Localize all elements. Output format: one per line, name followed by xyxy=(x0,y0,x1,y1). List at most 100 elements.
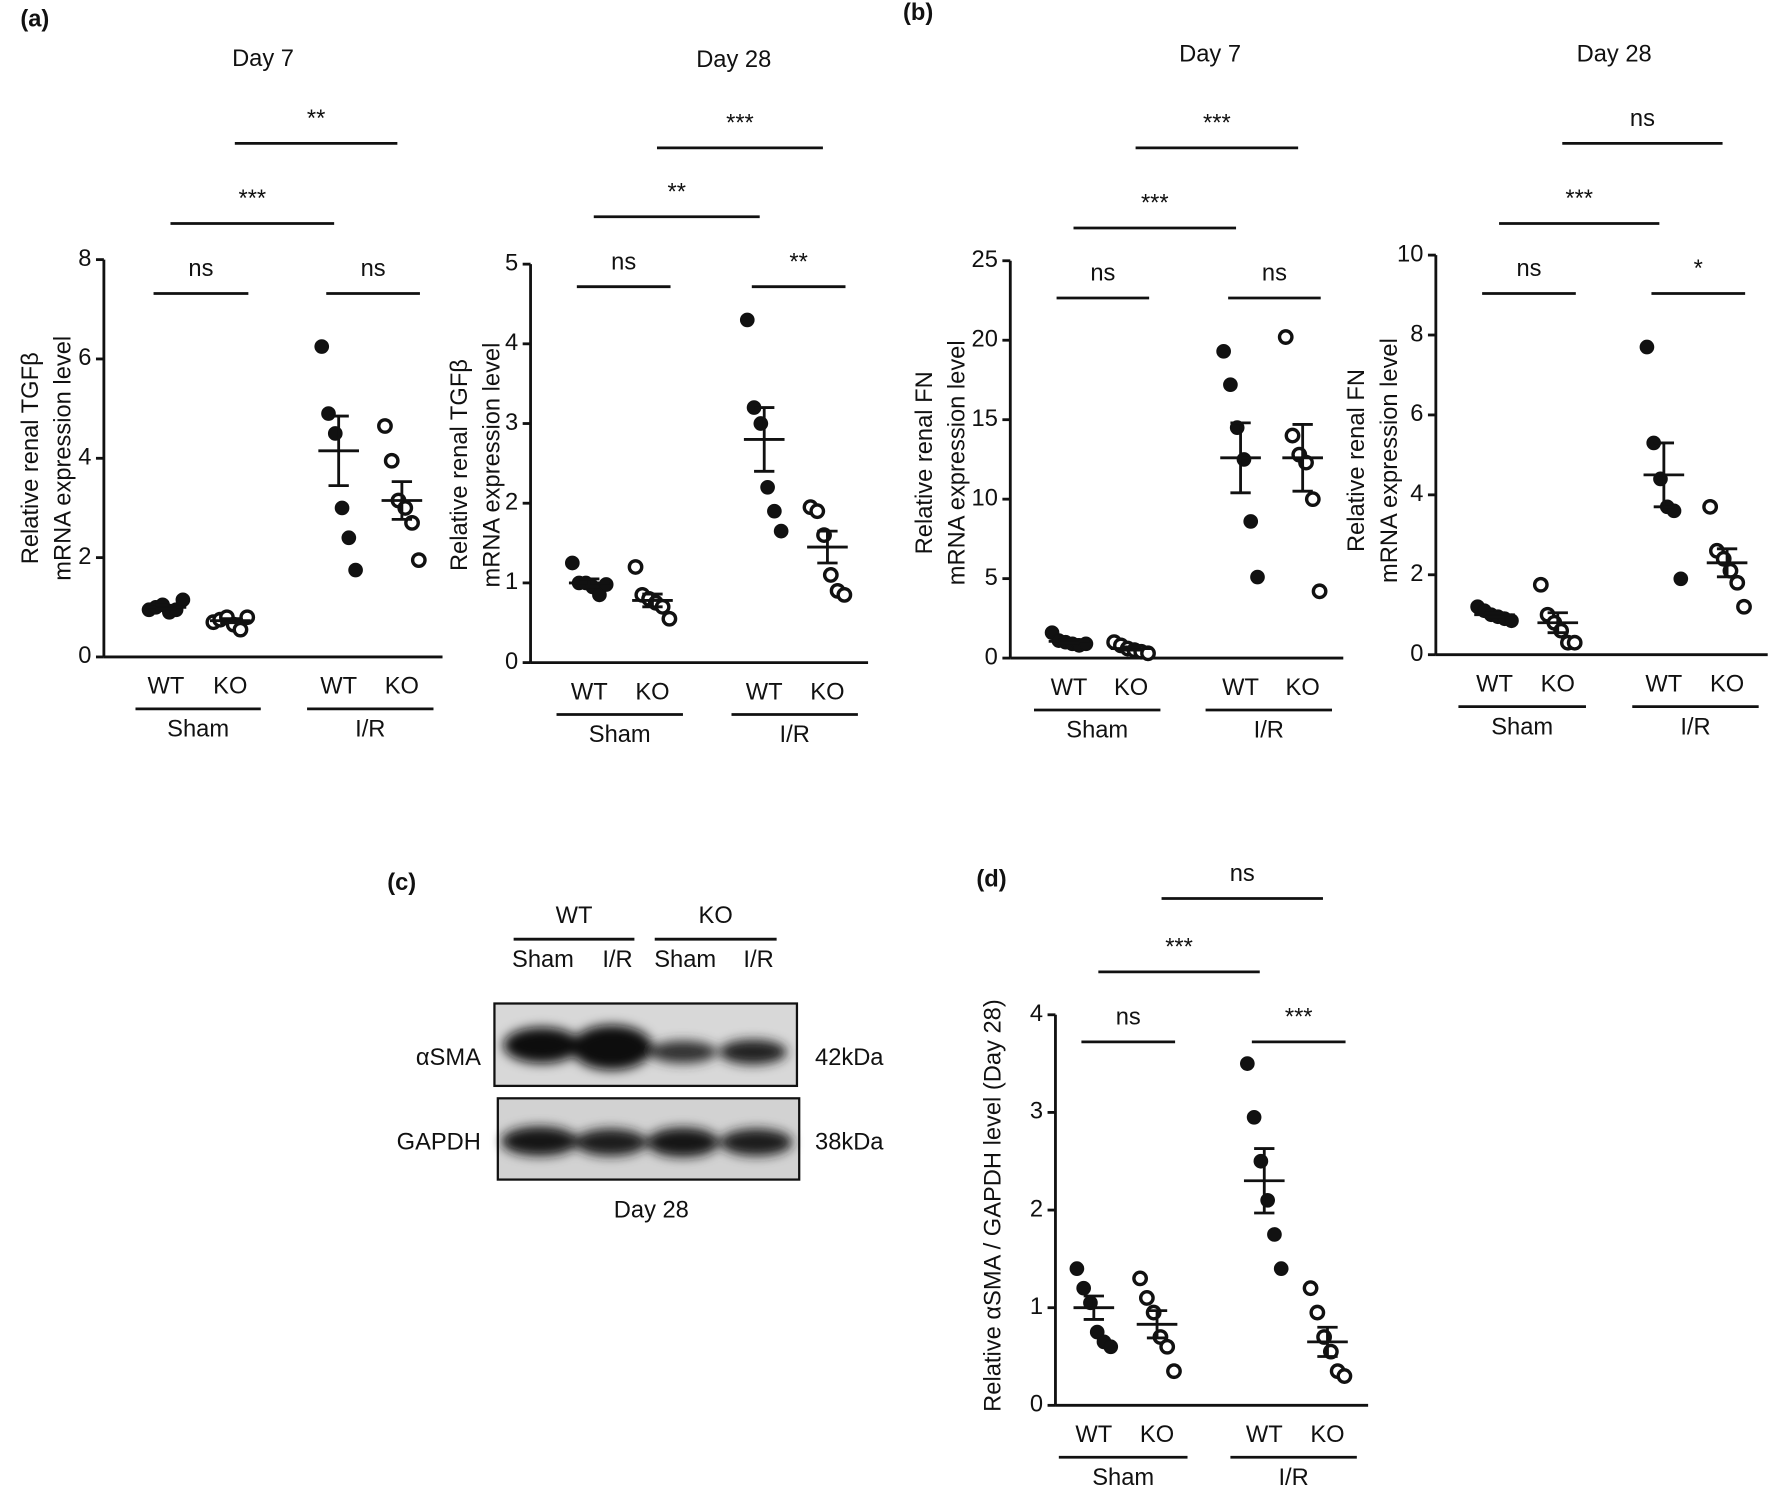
data-point xyxy=(661,610,678,627)
chart-title: Day 28 xyxy=(696,47,771,73)
y-tick-label: 10 xyxy=(972,485,998,511)
data-point xyxy=(1240,1056,1255,1071)
data-point xyxy=(1309,1304,1326,1321)
y-axis-label: mRNA expression level xyxy=(480,343,506,588)
x-tick-label: WT xyxy=(148,674,185,700)
data-point xyxy=(1243,514,1259,529)
y-tick-label: 5 xyxy=(985,565,998,591)
x-tick-label: KO xyxy=(1710,671,1744,697)
y-tick-label: 2 xyxy=(505,489,518,515)
y-axis-label: Relative αSMA / GAPDH level (Day 28) xyxy=(981,999,1007,1412)
y-tick-label: 8 xyxy=(78,246,91,272)
y-tick-label: 20 xyxy=(972,326,998,352)
y-tick-label: 4 xyxy=(505,330,518,356)
x-tick-label: KO xyxy=(385,674,419,700)
group-label: Sham xyxy=(1066,718,1128,744)
data-point xyxy=(321,406,336,421)
x-tick-label: WT xyxy=(1222,675,1259,701)
blot-row-label: GAPDH xyxy=(397,1130,481,1156)
data-point xyxy=(1639,339,1655,355)
blot-group-label: KO xyxy=(699,903,733,929)
lane-label: Sham xyxy=(654,947,716,973)
data-point xyxy=(598,577,614,592)
chart-title: Day 28 xyxy=(1577,42,1652,68)
lane-label: I/R xyxy=(602,947,632,973)
significance-label: ns xyxy=(361,256,386,282)
significance-label: ns xyxy=(188,256,213,282)
y-tick-label: 5 xyxy=(505,250,518,276)
significance-label: *** xyxy=(238,186,266,212)
y-tick-label: 0 xyxy=(78,643,91,669)
x-tick-label: KO xyxy=(1140,1422,1174,1448)
blot-bands xyxy=(501,1024,793,1158)
x-tick-label: KO xyxy=(1114,675,1148,701)
panel-label: (c) xyxy=(387,870,416,896)
x-tick-label: WT xyxy=(746,679,783,705)
x-tick-label: KO xyxy=(1541,671,1575,697)
data-point xyxy=(1302,1280,1319,1297)
x-tick-label: WT xyxy=(320,674,357,700)
blot-size-label: 42kDa xyxy=(815,1045,884,1071)
data-point xyxy=(175,592,191,608)
significance-label: ns xyxy=(1090,261,1115,287)
y-tick-label: 8 xyxy=(1410,321,1423,347)
y-axis-label: Relative renal TGFβ xyxy=(447,359,473,571)
data-point xyxy=(836,586,853,603)
y-tick-label: 2 xyxy=(1410,561,1423,587)
data-point xyxy=(809,503,826,520)
y-tick-label: 1 xyxy=(505,569,518,595)
y-tick-label: 2 xyxy=(78,544,91,570)
data-point xyxy=(410,552,427,569)
significance-label: *** xyxy=(1565,186,1593,212)
data-point xyxy=(1304,491,1321,508)
significance-label: ** xyxy=(789,249,807,275)
data-point xyxy=(1311,583,1328,600)
significance-label: *** xyxy=(1165,934,1193,960)
data-point xyxy=(341,530,357,546)
significance-label: ** xyxy=(307,106,325,132)
data-point xyxy=(1673,571,1689,587)
group-label: I/R xyxy=(1254,718,1284,744)
data-point xyxy=(822,567,839,583)
data-point xyxy=(760,479,775,495)
y-axis-label: mRNA expression level xyxy=(1377,338,1403,583)
group-label: Sham xyxy=(589,722,651,748)
chart-title: Day 7 xyxy=(1179,42,1241,68)
data-point xyxy=(1702,498,1719,515)
x-tick-label: KO xyxy=(635,679,669,705)
data-point xyxy=(1216,344,1231,359)
significance-label: ** xyxy=(668,179,686,205)
data-point xyxy=(1336,1368,1353,1384)
data-point xyxy=(1729,574,1746,591)
data-point xyxy=(1736,598,1752,615)
data-point xyxy=(334,500,350,516)
lane-label: I/R xyxy=(743,947,773,973)
group-label: Sham xyxy=(167,717,229,743)
y-axis-label: mRNA expression level xyxy=(945,340,971,585)
significance-label: ns xyxy=(611,249,636,275)
data-point xyxy=(1284,427,1301,444)
y-tick-label: 3 xyxy=(1030,1099,1043,1125)
x-tick-label: WT xyxy=(1075,1422,1112,1448)
data-point xyxy=(627,559,644,575)
lane-label: Sham xyxy=(512,947,574,973)
group-label: I/R xyxy=(1278,1465,1308,1490)
significance-label: *** xyxy=(1141,191,1169,217)
blot-caption: Day 28 xyxy=(614,1197,689,1223)
y-tick-label: 0 xyxy=(985,644,998,670)
significance-label: ns xyxy=(1230,861,1255,887)
x-tick-label: WT xyxy=(1246,1422,1283,1448)
data-point xyxy=(232,621,249,638)
group-label: Sham xyxy=(1092,1465,1154,1490)
y-tick-label: 3 xyxy=(505,410,518,436)
group-label: I/R xyxy=(780,722,810,748)
data-point xyxy=(1159,1338,1176,1355)
data-point xyxy=(1138,1290,1155,1306)
y-axis-label: Relative renal TGFβ xyxy=(18,352,44,564)
significance-label: *** xyxy=(1285,1004,1313,1030)
x-tick-label: WT xyxy=(1051,675,1088,701)
y-axis-label: Relative renal FN xyxy=(912,371,938,554)
y-tick-label: 10 xyxy=(1397,241,1423,267)
y-tick-label: 2 xyxy=(1030,1196,1043,1222)
